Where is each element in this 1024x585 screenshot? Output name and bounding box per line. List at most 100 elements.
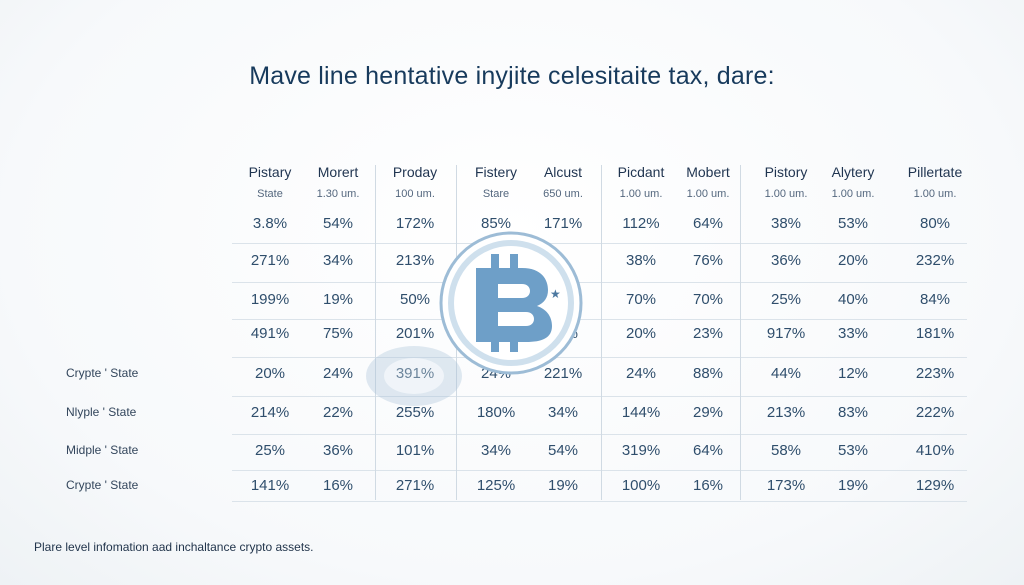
table-cell: 29% [692, 404, 724, 421]
svg-text:★: ★ [550, 287, 561, 301]
column-subheader: Stare [482, 188, 510, 200]
column-subheader: 1.00 um. [619, 188, 663, 200]
table-cell: 58% [770, 442, 802, 459]
table-cell: 23% [692, 325, 724, 342]
table-cell: 54% [547, 442, 579, 459]
table-cell: 85% [480, 215, 512, 232]
column-subheader: 1.30 um. [316, 188, 360, 200]
table-cell: 22% [322, 404, 354, 421]
table-cell: 24% [625, 365, 657, 382]
table-cell: 181% [915, 325, 955, 342]
table-cell: 34% [547, 404, 579, 421]
row-divider [232, 282, 967, 283]
column-divider [740, 165, 741, 500]
column-header: Mobert [686, 164, 730, 180]
column-header: Alcust [543, 164, 583, 180]
table-cell: 12% [837, 365, 869, 382]
column-subheader: 1.00 um. [831, 188, 875, 200]
table-cell: 319% [621, 442, 661, 459]
table-cell: 84% [919, 291, 951, 308]
table-cell: 144% [621, 404, 661, 421]
table-cell: 171% [543, 215, 583, 232]
row-label: Crypte ' State [66, 366, 139, 380]
table-cell: 70% [692, 291, 724, 308]
table-cell: 36% [322, 442, 354, 459]
table-cell: 19% [837, 477, 869, 494]
column-header: Pistary [248, 164, 292, 180]
table-cell: 33% [837, 325, 869, 342]
table-cell: 255% [395, 404, 435, 421]
table-cell: 213% [395, 252, 435, 269]
row-divider [232, 501, 967, 502]
table-cell: 40% [837, 291, 869, 308]
column-header: Morert [317, 164, 359, 180]
column-subheader: 1.00 um. [764, 188, 808, 200]
table-cell: 70% [625, 291, 657, 308]
page-title: Mave line hentative inyjite celesitaite … [249, 62, 775, 90]
table-cell: 38% [625, 252, 657, 269]
table-cell: 20% [254, 365, 286, 382]
row-divider [232, 396, 967, 397]
table-cell: 53% [837, 442, 869, 459]
table-cell: 64% [692, 215, 724, 232]
table-cell: 50% [399, 291, 431, 308]
table-cell: 34% [480, 442, 512, 459]
footer-note: Plare level infomation aad inchaltance c… [34, 540, 314, 554]
table-cell: 410% [915, 442, 955, 459]
table-cell: 213% [766, 404, 806, 421]
table-cell: 16% [692, 477, 724, 494]
column-header: Pillertate [907, 164, 963, 180]
table-cell: 38% [770, 215, 802, 232]
table-cell: 19% [322, 291, 354, 308]
table-cell: 100% [621, 477, 661, 494]
table-cell: 221% [543, 365, 583, 382]
table-cell: 53% [837, 215, 869, 232]
column-header: Pistory [764, 164, 808, 180]
table-cell: 88% [692, 365, 724, 382]
table-cell: 19% [547, 477, 579, 494]
table-cell: 201% [395, 325, 435, 342]
table-cell: 271% [395, 477, 435, 494]
table-cell: 917% [766, 325, 806, 342]
table-cell: 76% [692, 252, 724, 269]
column-header: Fistery [475, 164, 517, 180]
table-cell: 391% [370, 365, 460, 382]
table-cell: 222% [915, 404, 955, 421]
row-divider [232, 434, 967, 435]
table-cell: 232% [915, 252, 955, 269]
table-cell: 129% [915, 477, 955, 494]
column-divider [601, 165, 602, 500]
table-cell: 172% [395, 215, 435, 232]
table-cell: 25% [254, 442, 286, 459]
row-label: Midple ' State [66, 443, 139, 457]
column-subheader: State [257, 188, 283, 200]
table-cell: 25% [770, 291, 802, 308]
table-cell: 199% [250, 291, 290, 308]
table-cell: 36% [770, 252, 802, 269]
table-cell: 75% [322, 325, 354, 342]
table-cell: 24% [322, 365, 354, 382]
table-cell: 16% [322, 477, 354, 494]
row-divider [232, 357, 967, 358]
column-header: Proday [392, 164, 438, 180]
column-subheader: 650 um. [543, 188, 583, 200]
table-cell: 125% [476, 477, 516, 494]
table-cell: 44% [770, 365, 802, 382]
table-cell: 20% [625, 325, 657, 342]
column-subheader: 1.00 um. [686, 188, 730, 200]
table-cell: 64% [692, 442, 724, 459]
table-cell: 173% [766, 477, 806, 494]
table-cell: 491% [250, 325, 290, 342]
table-cell: 3.8% [252, 215, 288, 232]
table-cell: 141% [250, 477, 290, 494]
table-cell: 20% [837, 252, 869, 269]
table-cell: 34% [322, 252, 354, 269]
table-cell: 180% [476, 404, 516, 421]
row-label: Crypte ' State [66, 478, 139, 492]
column-subheader: 100 um. [395, 188, 435, 200]
table-cell: 101% [395, 442, 435, 459]
column-divider [375, 165, 376, 500]
coin-shadow-icon [366, 346, 462, 406]
table-cell: 83% [837, 404, 869, 421]
